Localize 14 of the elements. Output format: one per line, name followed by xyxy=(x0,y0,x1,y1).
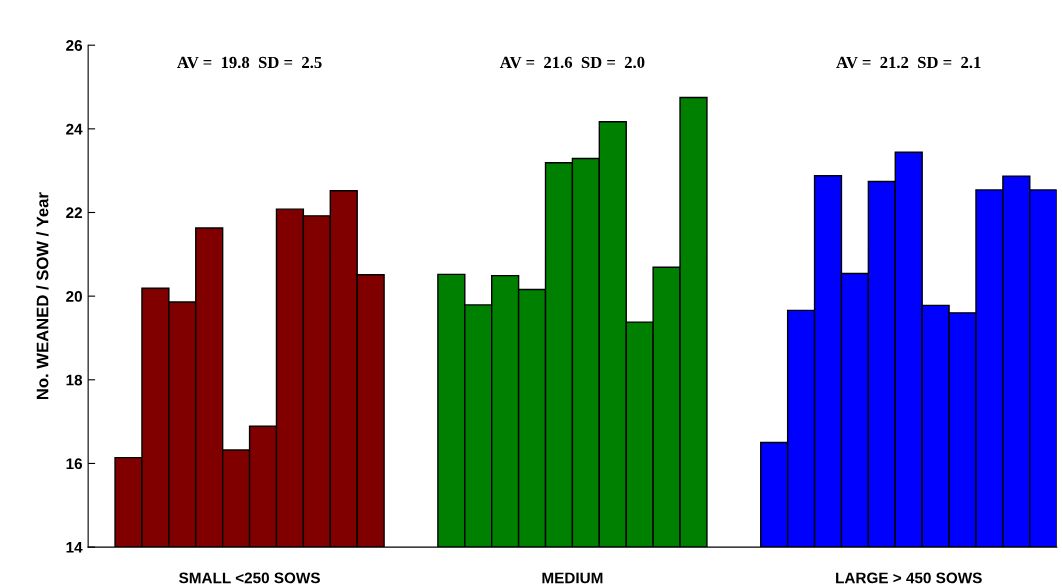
y-tick-label: 16 xyxy=(66,458,83,470)
y-tick-label: 14 xyxy=(66,542,83,553)
annotation: AV = 21.6 SD = 2.0 xyxy=(499,56,645,69)
annotation: AV = 19.8 SD = 2.5 xyxy=(177,56,322,69)
y-axis-title: No. WEANED / SOW / Year xyxy=(36,192,49,400)
y-tick-label: 26 xyxy=(66,40,83,51)
text: MEDIUM xyxy=(542,572,603,584)
text: LARGE > 450 SOWS xyxy=(836,572,982,584)
y-tick-label: 20 xyxy=(66,291,82,302)
y-tick-label: 18 xyxy=(66,374,83,386)
text: SMALL <250 SOWS xyxy=(179,572,320,584)
annotation: AV = 21.2 SD = 2.1 xyxy=(836,56,981,69)
y-tick-label: 22 xyxy=(66,207,82,219)
y-tick-label: 24 xyxy=(66,123,83,135)
